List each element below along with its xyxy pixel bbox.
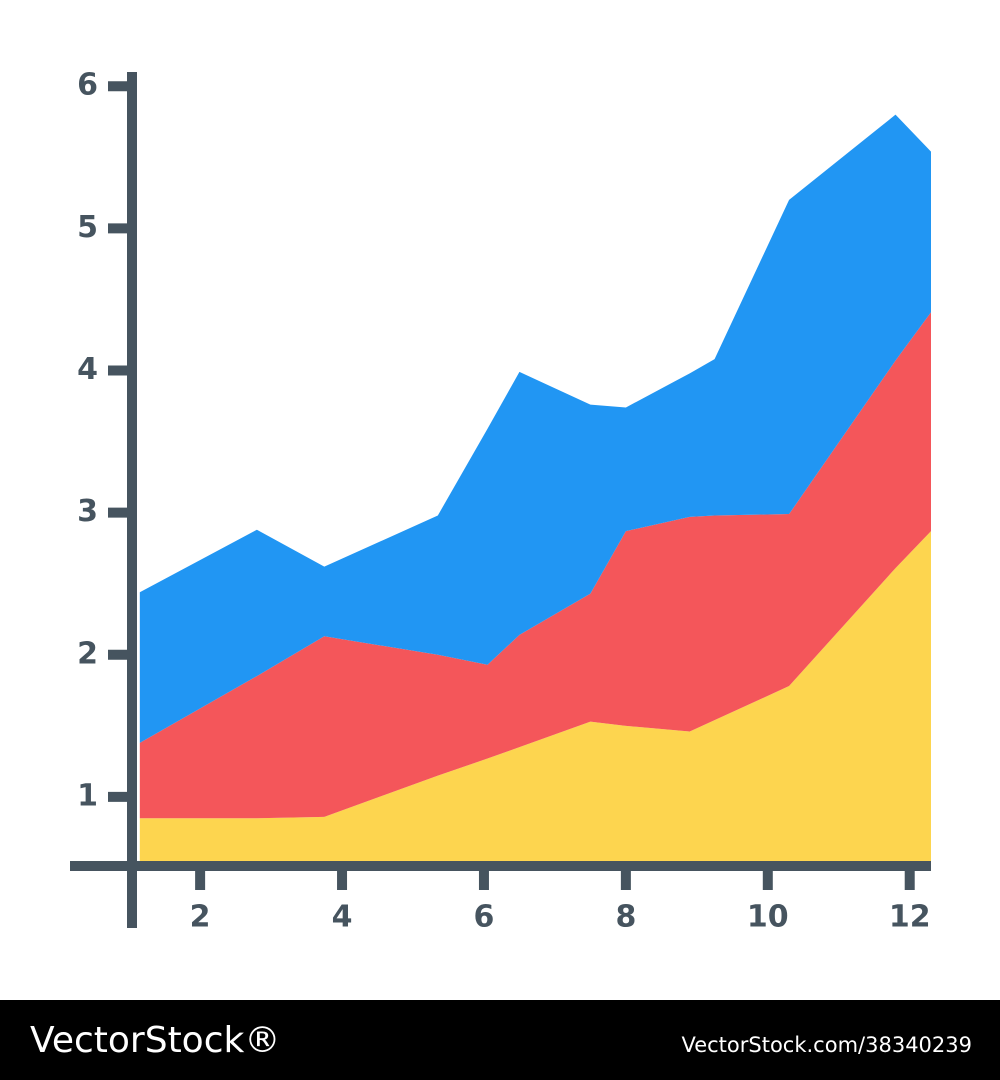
watermark-brand: VectorStock®: [30, 1020, 280, 1061]
x-tick-label: 12: [889, 900, 931, 935]
watermark-bar: [0, 1000, 1000, 1080]
area: [139, 531, 931, 866]
x-tick-label: 4: [332, 900, 353, 935]
y-tick-label: 6: [77, 68, 98, 103]
y-tick-label: 2: [77, 636, 98, 671]
x-tick-label: 2: [190, 900, 211, 935]
watermark-id: VectorStock.com/38340239: [681, 1033, 972, 1057]
x-tick-label: 8: [615, 900, 636, 935]
areas: [139, 114, 931, 866]
y-tick-label: 4: [77, 352, 98, 387]
x-tick-label: 6: [474, 900, 495, 935]
y-tick-label: 5: [77, 210, 98, 245]
y-tick-label: 1: [77, 778, 98, 813]
y-tick-label: 3: [77, 494, 98, 529]
area: [139, 114, 931, 743]
area: [139, 312, 931, 819]
x-tick-label: 10: [747, 900, 789, 935]
